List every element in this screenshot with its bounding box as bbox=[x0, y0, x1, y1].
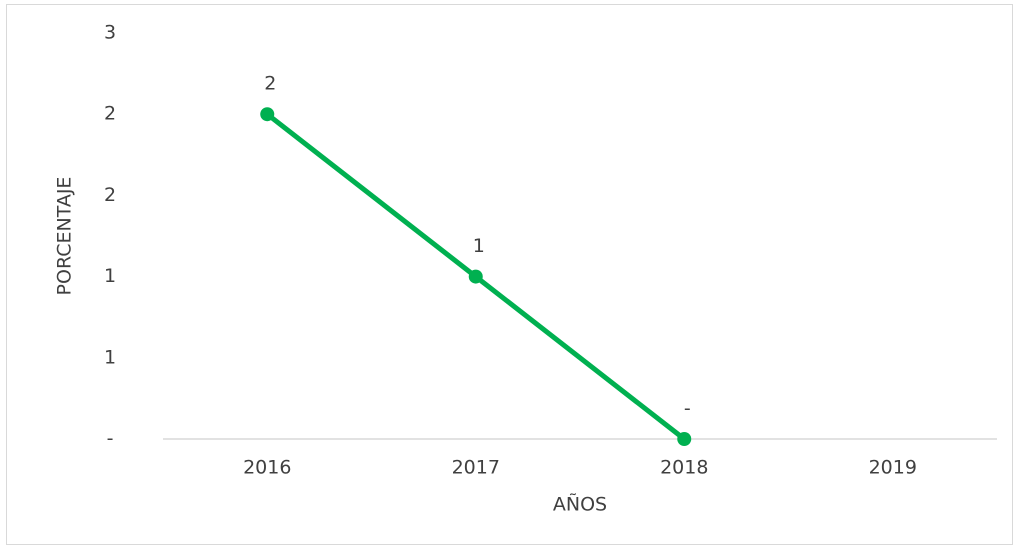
data-label: - bbox=[684, 398, 691, 420]
x-tick-label: 2018 bbox=[660, 457, 708, 479]
chart-frame bbox=[6, 4, 1013, 545]
y-tick-label: - bbox=[107, 428, 114, 450]
y-tick-label: 2 bbox=[104, 184, 116, 206]
x-tick-label: 2017 bbox=[452, 457, 500, 479]
y-axis-title: PORCENTAJE bbox=[54, 177, 76, 296]
point-marker bbox=[260, 107, 275, 122]
data-label: 1 bbox=[473, 235, 485, 257]
point-marker bbox=[677, 432, 692, 446]
y-tick-label: 1 bbox=[104, 346, 116, 368]
y-tick-label: 2 bbox=[104, 103, 116, 125]
x-axis-title: AÑOS bbox=[553, 493, 607, 516]
data-label: 2 bbox=[264, 73, 276, 95]
x-tick-label: 2016 bbox=[243, 457, 291, 479]
point-marker bbox=[468, 269, 483, 284]
y-tick-label: 1 bbox=[104, 265, 116, 287]
y-tick-label: 3 bbox=[104, 22, 116, 44]
x-tick-label: 2019 bbox=[869, 457, 917, 479]
